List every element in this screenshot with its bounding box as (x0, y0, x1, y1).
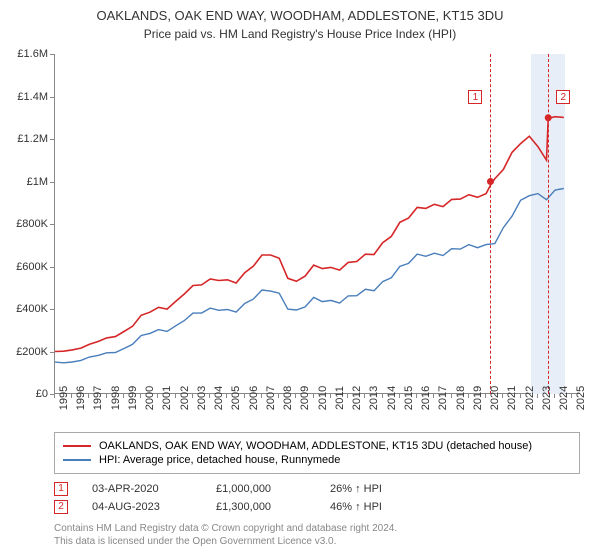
footer-line-2: This data is licensed under the Open Gov… (54, 535, 397, 548)
x-tick-label: 2014 (386, 386, 398, 410)
x-tick-label: 2000 (144, 386, 156, 410)
x-tick-label: 2013 (368, 386, 380, 410)
sale-date: 04-AUG-2023 (92, 501, 192, 513)
sale-vline (490, 54, 491, 394)
x-tick-label: 2016 (420, 386, 432, 410)
y-tick-label: £1.6M (17, 48, 48, 60)
chart-container: OAKLANDS, OAK END WAY, WOODHAM, ADDLESTO… (0, 0, 600, 560)
x-tick-label: 1999 (127, 386, 139, 410)
sale-diff: 26% ↑ HPI (330, 483, 410, 495)
x-tick-label: 2010 (317, 386, 329, 410)
x-tick-label: 2004 (213, 386, 225, 410)
swatch-hpi (63, 459, 91, 461)
x-tick-label: 2002 (179, 386, 191, 410)
sale-row: 2 04-AUG-2023 £1,300,000 46% ↑ HPI (54, 498, 410, 516)
x-tick-label: 2012 (351, 386, 363, 410)
legend: OAKLANDS, OAK END WAY, WOODHAM, ADDLESTO… (54, 432, 580, 474)
x-tick-label: 1995 (58, 386, 70, 410)
y-tick-label: £400K (16, 303, 48, 315)
legend-label-property: OAKLANDS, OAK END WAY, WOODHAM, ADDLESTO… (99, 440, 532, 452)
x-tick-label: 2023 (541, 386, 553, 410)
legend-label-hpi: HPI: Average price, detached house, Runn… (99, 454, 340, 466)
chart-subtitle: Price paid vs. HM Land Registry's House … (0, 25, 600, 45)
sale-row: 1 03-APR-2020 £1,000,000 26% ↑ HPI (54, 480, 410, 498)
x-tick-label: 2022 (524, 386, 536, 410)
y-tick-label: £1M (27, 176, 48, 188)
x-tick-label: 1997 (92, 386, 104, 410)
footer-line-1: Contains HM Land Registry data © Crown c… (54, 522, 397, 535)
x-tick-label: 2009 (299, 386, 311, 410)
sale-diff: 46% ↑ HPI (330, 501, 410, 513)
sale-price: £1,000,000 (216, 483, 306, 495)
sale-marker-box: 2 (556, 90, 570, 104)
swatch-property (63, 445, 91, 447)
sale-row-marker: 1 (54, 482, 68, 496)
x-tick-label: 2007 (265, 386, 277, 410)
x-tick-label: 1998 (110, 386, 122, 410)
x-tick-label: 2025 (575, 386, 587, 410)
chart-svg (55, 54, 581, 394)
sale-date: 03-APR-2020 (92, 483, 192, 495)
x-tick-label: 2017 (437, 386, 449, 410)
x-tick-label: 2019 (472, 386, 484, 410)
x-tick-label: 2003 (196, 386, 208, 410)
series-line-hpi (55, 189, 564, 363)
x-tick-label: 2006 (248, 386, 260, 410)
legend-item-hpi: HPI: Average price, detached house, Runn… (63, 453, 571, 467)
x-tick-label: 2021 (506, 386, 518, 410)
x-tick-label: 2005 (230, 386, 242, 410)
sale-price: £1,300,000 (216, 501, 306, 513)
x-tick-label: 2020 (489, 386, 501, 410)
x-tick-label: 2015 (403, 386, 415, 410)
x-tick-label: 2001 (161, 386, 173, 410)
x-tick-label: 1996 (75, 386, 87, 410)
plot-region: 12 (54, 54, 580, 394)
sale-vline (548, 54, 549, 394)
y-tick-label: £600K (16, 261, 48, 273)
series-line-property (55, 117, 564, 352)
chart-title: OAKLANDS, OAK END WAY, WOODHAM, ADDLESTO… (0, 0, 600, 25)
sales-table: 1 03-APR-2020 £1,000,000 26% ↑ HPI 2 04-AUG-2… (54, 480, 410, 516)
legend-item-property: OAKLANDS, OAK END WAY, WOODHAM, ADDLESTO… (63, 439, 571, 453)
y-tick-label: £800K (16, 218, 48, 230)
x-tick-label: 2024 (558, 386, 570, 410)
sale-row-marker: 2 (54, 500, 68, 514)
x-tick-label: 2011 (334, 386, 346, 410)
y-tick-label: £0 (36, 388, 48, 400)
x-tick-label: 2018 (455, 386, 467, 410)
y-tick-label: £1.2M (17, 133, 48, 145)
chart-area: 12 £0£200K£400K£600K£800K£1M£1.2M£1.4M£1… (54, 54, 580, 394)
x-tick-label: 2008 (282, 386, 294, 410)
y-tick-label: £200K (16, 346, 48, 358)
y-tick-label: £1.4M (17, 91, 48, 103)
footer: Contains HM Land Registry data © Crown c… (54, 522, 397, 548)
sale-marker-box: 1 (468, 90, 482, 104)
